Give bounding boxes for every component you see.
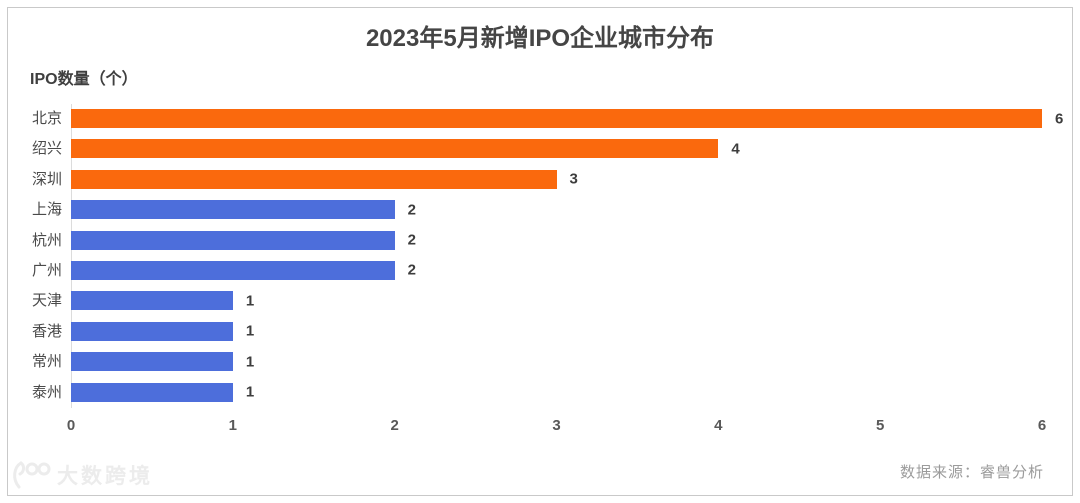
bar (71, 139, 719, 159)
value-label: 1 (245, 353, 255, 371)
category-label: 广州 (31, 261, 62, 279)
bar-row: 泰州 1 (20, 382, 1042, 402)
bar-track: 1 (71, 352, 1042, 372)
value-label: 2 (407, 261, 416, 279)
value-label: 4 (731, 140, 740, 158)
category-label: 香港 (31, 322, 62, 340)
x-tick-label: 6 (1037, 417, 1047, 434)
bar (71, 230, 395, 250)
value-label: 1 (245, 322, 255, 340)
x-tick-label: 0 (66, 417, 76, 434)
x-tick-label: 3 (552, 417, 561, 434)
category-label: 泰州 (31, 383, 62, 401)
bar-row: 常州 1 (20, 352, 1042, 372)
bar-row: 深圳 3 (20, 169, 1042, 189)
bar-track: 6 (71, 109, 1063, 128)
category-label: 常州 (31, 353, 62, 371)
x-tick-label: 5 (875, 417, 885, 434)
x-tick-label: 2 (390, 417, 399, 434)
bar-row: 广州 2 (20, 260, 1042, 280)
bar-row: 上海 2 (20, 200, 1042, 220)
bar-track: 4 (71, 139, 1042, 159)
bar-row: 绍兴 4 (20, 139, 1042, 159)
x-axis-ticks: 0 1 2 3 4 5 6 (67, 417, 1046, 439)
bar-track: 1 (71, 321, 1042, 341)
bar (71, 291, 233, 311)
bar-row: 北京 6 (20, 109, 1063, 128)
bar-rows: 北京 6 绍兴 4 深圳 3 上海 2 杭州 2 广州 2 天津 1 香港 1 常州 1 泰州 1 (20, 109, 1063, 402)
watermark-logo (13, 461, 51, 489)
bar-track: 2 (71, 230, 1042, 250)
value-label: 1 (245, 292, 255, 310)
bar (71, 352, 233, 372)
bar (71, 200, 395, 220)
data-source-text: 数据来源：睿兽分析 (899, 464, 1044, 481)
category-label: 深圳 (31, 170, 62, 188)
axis-unit-label: IPO数量（个） (30, 71, 138, 88)
bar-track: 1 (71, 291, 1042, 311)
bar (71, 109, 1042, 128)
x-tick-label: 1 (228, 417, 237, 434)
bar (71, 169, 557, 189)
bar-track: 1 (71, 382, 1042, 402)
watermark-text: 大数跨境 (57, 465, 153, 488)
bar (71, 260, 395, 280)
watermark: 大数跨境 (10, 460, 153, 490)
category-label: 北京 (31, 110, 62, 127)
bar (71, 321, 233, 341)
chart-title: 2023年5月新增IPO企业城市分布 (365, 25, 715, 52)
bar-row: 杭州 2 (20, 230, 1042, 250)
value-label: 1 (245, 383, 255, 401)
bar-track: 3 (71, 169, 1042, 189)
value-label: 6 (1055, 110, 1064, 127)
category-label: 上海 (31, 201, 62, 219)
bar-row: 香港 1 (20, 321, 1042, 341)
value-label: 3 (569, 170, 578, 188)
category-label: 杭州 (31, 231, 62, 249)
bar-track: 2 (71, 260, 1042, 280)
x-tick-label: 4 (714, 417, 723, 434)
value-label: 2 (407, 201, 416, 219)
y-axis-line (71, 104, 72, 408)
category-label: 天津 (31, 292, 62, 310)
value-label: 2 (407, 231, 416, 249)
bar-track: 2 (71, 200, 1042, 220)
bar (71, 382, 233, 402)
category-label: 绍兴 (31, 140, 62, 158)
bar-row: 天津 1 (20, 291, 1042, 311)
